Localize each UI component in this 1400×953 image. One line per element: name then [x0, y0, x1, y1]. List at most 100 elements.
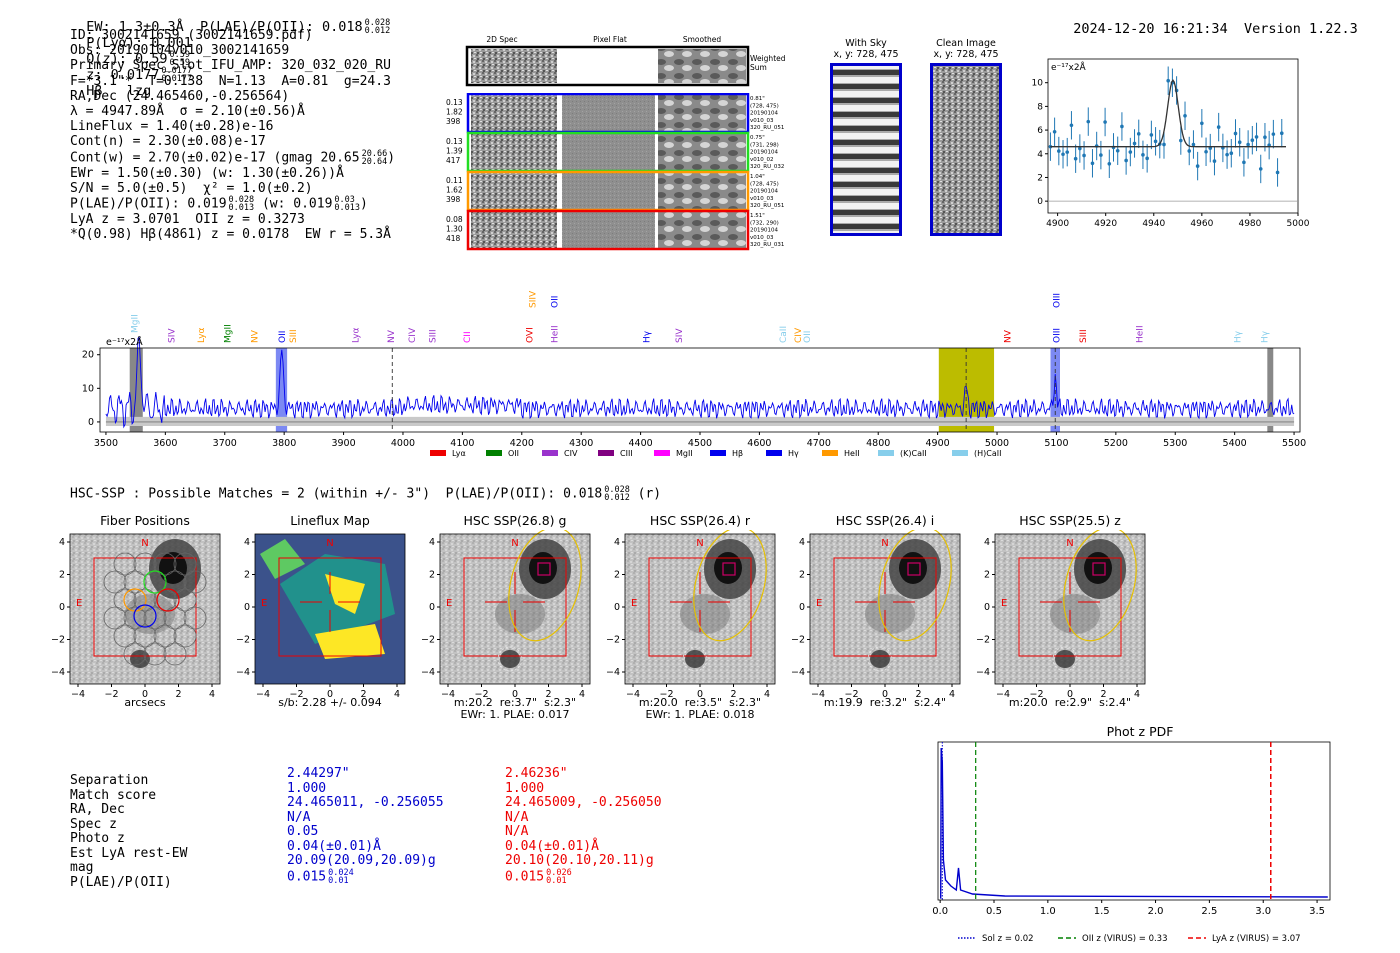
match-red-value: 0.015 0.026 0.01	[505, 867, 572, 886]
spectral-line-label: CIV	[408, 327, 418, 343]
zoom-xtick: 5000	[1287, 219, 1310, 229]
match-red-value: N/A	[505, 824, 529, 839]
spectral-line-label: SIII	[429, 329, 439, 343]
hsc-ytick: 0	[984, 602, 990, 613]
match-blue-value: 24.465011, -0.256055	[287, 795, 444, 810]
match-label: P(LAE)/P(OII)	[70, 874, 172, 890]
zoom-ytick: 4	[1037, 150, 1043, 160]
data-point	[1099, 153, 1103, 157]
hsc-ytick: −4	[51, 667, 65, 678]
hsc-xtick: 0	[697, 689, 703, 700]
data-point	[1107, 161, 1112, 166]
legend-swatch	[766, 450, 782, 456]
hsc-ytick: −4	[236, 667, 250, 678]
spec-xtick: 5400	[1223, 438, 1247, 449]
hsc-panels: Fiber Positions N E −4 −2 0 2 4 4 2 0 −2 −4 arcsecs Li…	[0, 510, 1400, 725]
legend-label: HeII	[844, 449, 860, 458]
data-point	[1132, 141, 1137, 146]
hsc-xtick: 2	[915, 689, 921, 700]
match-blue-value: 0.05	[287, 824, 319, 839]
info-primary: Primary Spec_Slot_IFU_AMP: 320_032_020_R…	[70, 58, 391, 74]
hsc-xtick: −4	[811, 689, 825, 700]
spec-xtick: 3500	[94, 438, 118, 449]
east-label: E	[446, 598, 452, 609]
hsc-ytick: −2	[421, 635, 435, 646]
cutout-grid: 2D Spec Pixel Flat Smoothed Weighted Sum	[465, 35, 786, 87]
col-label-pixelflat: Pixel Flat	[593, 35, 627, 44]
spectral-line-label: NV	[387, 329, 397, 343]
data-point	[1065, 150, 1070, 154]
data-point	[1061, 152, 1065, 157]
hb-band	[275, 348, 288, 432]
hsc-xtick: 4	[394, 689, 400, 700]
fiber-circle	[113, 588, 137, 612]
hsc-xtick: −4	[71, 689, 85, 700]
cutout-right-text: (732, 290)	[750, 220, 779, 226]
photz-xtick: 3.5	[1309, 906, 1325, 917]
hsc-ytick: 0	[429, 602, 435, 613]
hsc-ytick: −2	[236, 635, 250, 646]
data-point	[1120, 124, 1124, 129]
hsc-ytick: −4	[606, 667, 620, 678]
data-point	[1078, 146, 1082, 151]
data-point	[1166, 78, 1170, 83]
match-red-value: 20.10(20.10,20.11)g	[505, 853, 654, 868]
data-point	[1191, 142, 1196, 147]
clean-image	[930, 63, 1002, 236]
legend-swatch	[878, 450, 894, 456]
hsc-xtick: 2	[1100, 689, 1106, 700]
match-red-value: 0.04(±0.01)Å	[505, 838, 599, 854]
east-label: E	[261, 598, 267, 609]
zoom-spectrum-plot: 4900 4920 4940 4960 4980 5000 0 2 4 6 8 10 e⁻¹⁷x2Å	[1032, 58, 1310, 229]
fiber-circle	[123, 570, 147, 594]
data-point	[1216, 125, 1221, 129]
cutout-right-text: 320_RU_032	[750, 164, 784, 170]
hsc-xtick: 0	[1067, 689, 1073, 700]
match-red-value: 1.000	[505, 780, 545, 796]
cutout-left-text: 1.82	[446, 108, 463, 117]
spectral-line-label: OVI	[526, 327, 536, 343]
hsc-xtick: 2	[175, 689, 181, 700]
match-label: Separation	[70, 773, 149, 788]
spec-xtick: 4100	[450, 438, 474, 449]
spectral-line-label: OIII	[1052, 328, 1062, 343]
data-point	[1237, 140, 1242, 145]
data-point	[1073, 156, 1078, 161]
spectral-line-label: HeII	[550, 325, 560, 343]
legend-label: CIV	[564, 449, 578, 458]
match-blue-value: 0.04(±0.01)Å	[287, 838, 381, 854]
data-point	[1258, 167, 1263, 171]
cutout-right-text: 320_RU_051	[750, 203, 784, 209]
match-label: mag	[70, 860, 94, 875]
data-point	[1267, 143, 1271, 147]
match-blue-value: 1.000	[287, 780, 327, 796]
hsc-panel-3: N E −4 −2 0 2 4 4 2 0 −2 −4	[421, 530, 591, 700]
hsc-ytick: 4	[799, 537, 805, 548]
data-point	[1103, 120, 1107, 124]
cutout-right-text: 20190104	[750, 111, 778, 117]
cutout-right-text: 20190104	[750, 189, 778, 195]
fiber-circle	[173, 552, 197, 576]
info-lineflux: LineFlux = 1.40(±0.28)e-16	[70, 119, 274, 135]
cutout-right-text: v010_03	[750, 196, 774, 202]
hsc-xtick: −4	[996, 689, 1010, 700]
fiber-circle	[143, 606, 167, 630]
spectral-line-label: Hγ	[1234, 330, 1244, 343]
spec-xtick: 4400	[629, 438, 653, 449]
spectral-line-label: SIIV	[528, 290, 538, 308]
hsc-xtick: 2	[360, 689, 366, 700]
spectral-line-label: OII	[803, 331, 813, 343]
data-point	[1229, 151, 1234, 156]
spectrum-line	[105, 336, 1295, 429]
fiber-circle	[113, 624, 137, 648]
hsc-xtick: 0	[327, 689, 333, 700]
data-point	[1086, 119, 1091, 124]
data-point	[1128, 150, 1133, 154]
cutout-left-text: 1.39	[446, 147, 463, 156]
hsc-panel-caption: m:19.9 re:3.2" s:2.4"	[823, 696, 947, 709]
zoom-ytick: 0	[1037, 197, 1043, 207]
cutout-right-text: (731, 298)	[750, 142, 779, 148]
hsc-ytick: −2	[606, 635, 620, 646]
hsc-ytick: 4	[984, 537, 990, 548]
hsc-panel-title: Fiber Positions	[100, 513, 190, 528]
